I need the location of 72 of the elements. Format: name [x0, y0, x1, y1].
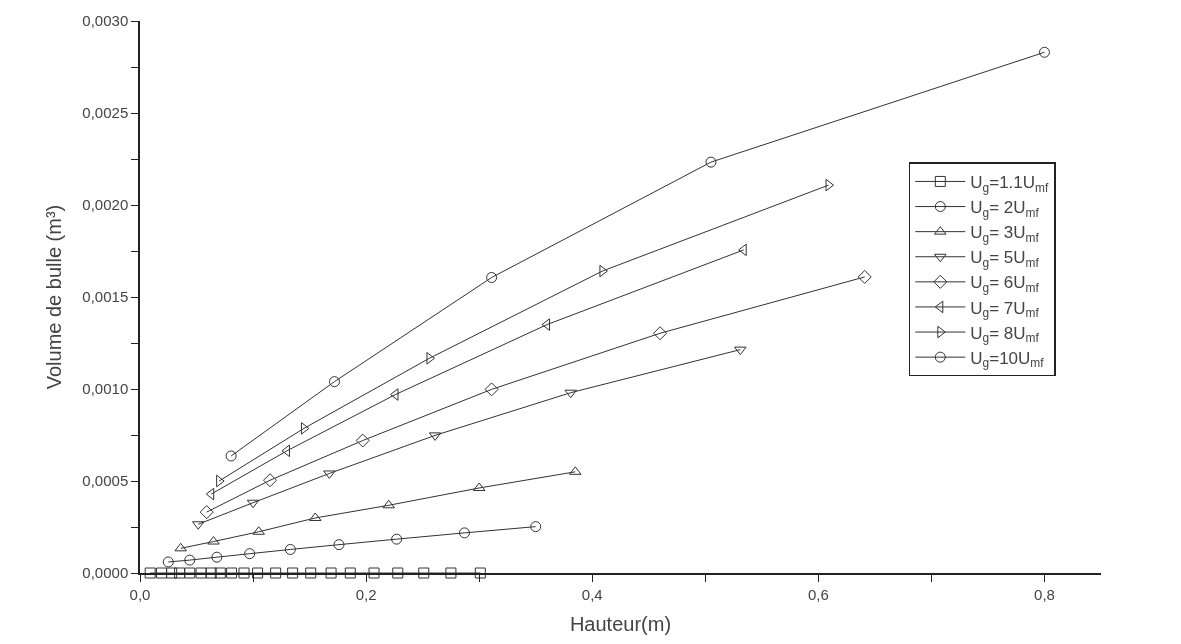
point: [825, 178, 835, 192]
legend-label: U$_{g}$=1.1U$_{mf}$: [970, 173, 1049, 195]
y-axis-title: Volume de bulle (m³): [43, 204, 66, 390]
point: [391, 533, 403, 545]
point: [445, 567, 457, 579]
legend-label: U$_{g}$= 8U$_{mf}$: [970, 323, 1040, 346]
point: [541, 318, 551, 331]
point: [328, 376, 340, 388]
point: [368, 567, 380, 579]
point: [174, 542, 187, 552]
point: [144, 567, 156, 579]
point: [355, 433, 370, 448]
point: [166, 567, 178, 579]
point: [564, 389, 578, 399]
point: [382, 499, 395, 509]
point: [195, 567, 207, 579]
y-tick-label: 0,0010: [82, 380, 129, 398]
point: [1038, 46, 1050, 58]
point: [486, 272, 498, 283]
point: [155, 567, 167, 579]
point: [474, 567, 486, 579]
legend-label: U$_{g}$= 7U$_{mf}$: [970, 298, 1040, 321]
y-tick-label: 0,0015: [82, 288, 129, 306]
point: [263, 473, 278, 488]
point: [857, 269, 872, 284]
x-tick-label: 0,2: [355, 585, 377, 603]
point: [392, 567, 404, 579]
point: [300, 422, 310, 435]
point: [484, 382, 499, 397]
point: [162, 556, 174, 568]
point: [653, 326, 668, 341]
point: [244, 548, 256, 560]
point: [705, 156, 717, 168]
x-tick-label: 0,8: [1034, 585, 1055, 603]
point: [305, 567, 317, 579]
point: [734, 346, 747, 356]
point: [225, 450, 237, 462]
legend-label: U$_{g}$= 3U$_{mf}$: [970, 223, 1040, 245]
point: [325, 567, 337, 579]
legend-label: U$_{g}$= 2U$_{mf}$: [970, 198, 1040, 220]
point: [174, 567, 186, 579]
point: [184, 567, 196, 579]
point: [530, 521, 542, 533]
point: [458, 527, 470, 539]
point: [211, 551, 223, 563]
x-tick-label: 0,4: [581, 585, 603, 603]
point: [226, 567, 238, 579]
point: [214, 567, 226, 579]
y-tick-label: 0,0020: [82, 196, 129, 214]
x-axis-title: Hauteur(m): [569, 612, 672, 635]
point: [205, 567, 217, 579]
point: [184, 554, 196, 566]
y-tick-label: 0,0005: [82, 472, 129, 490]
point: [199, 505, 214, 520]
legend-label: U$_{g}$=10U$_{mf}$: [970, 348, 1045, 371]
point: [270, 567, 282, 579]
legend-label: U$_{g}$= 6U$_{mf}$: [970, 273, 1040, 296]
x-tick-label: 0,0: [129, 585, 151, 603]
legend-label: U$_{g}$= 5U$_{mf}$: [970, 248, 1040, 270]
y-tick-label: 0,0000: [82, 564, 129, 582]
y-tick-label: 0,0025: [82, 104, 129, 122]
point: [246, 499, 260, 509]
point: [238, 567, 250, 579]
point: [287, 567, 299, 579]
point: [252, 567, 264, 579]
x-tick-label: 0,6: [807, 585, 829, 603]
point: [284, 543, 296, 555]
point: [205, 487, 215, 501]
point: [333, 539, 345, 551]
y-tick-label: 0,0030: [82, 12, 129, 30]
point: [344, 567, 356, 579]
point: [418, 567, 430, 579]
